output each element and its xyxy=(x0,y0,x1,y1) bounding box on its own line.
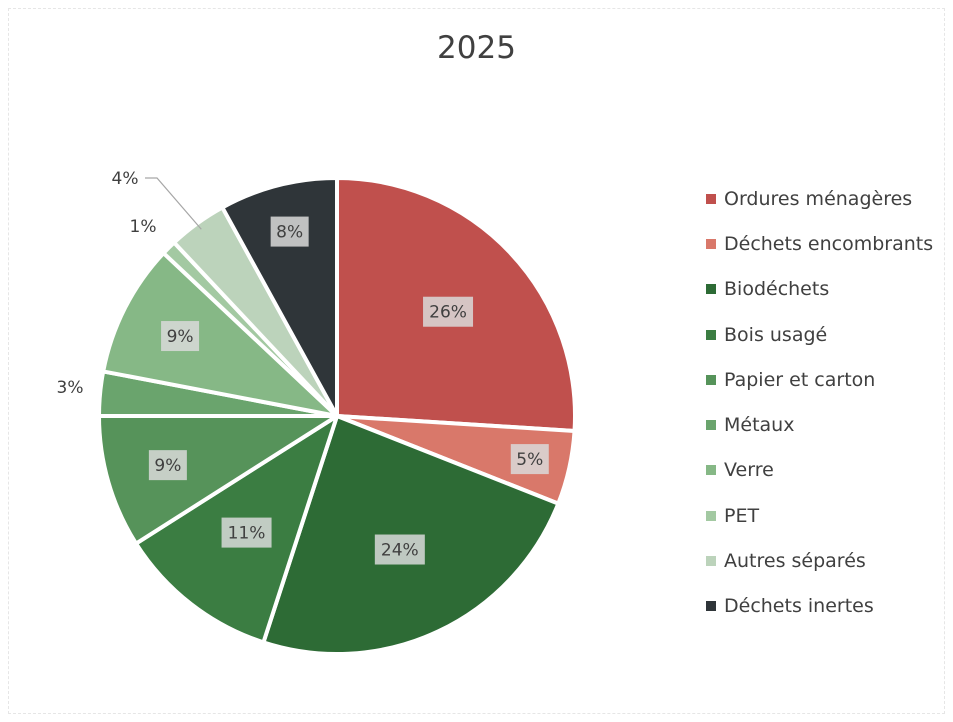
data-label-box-3 xyxy=(374,534,425,565)
data-label-box-5 xyxy=(148,450,187,481)
legend-item: PET xyxy=(706,493,933,538)
legend-item: Biodéchets xyxy=(706,267,933,312)
legend-swatch xyxy=(706,556,716,567)
data-label-box-7 xyxy=(161,321,200,352)
legend-label: PET xyxy=(724,504,760,527)
data-label-box-2 xyxy=(510,444,549,475)
data-label-box-1 xyxy=(423,296,474,327)
chart-title: 2025 xyxy=(437,30,516,66)
data-label-1: 26% xyxy=(429,303,467,323)
legend-label: Métaux xyxy=(724,414,795,437)
legend-item: Bois usagé xyxy=(706,312,933,357)
chart-frame xyxy=(8,8,945,714)
legend-item: Déchets encombrants xyxy=(706,221,933,266)
legend-label: Ordures ménagères xyxy=(724,187,913,210)
legend-label: Déchets encombrants xyxy=(724,232,934,255)
legend-label: Autres séparés xyxy=(724,550,866,573)
legend-label: Papier et carton xyxy=(724,368,876,391)
legend-swatch xyxy=(706,284,716,295)
legend-label: Biodéchets xyxy=(724,278,830,301)
data-label-8: 1% xyxy=(130,217,157,237)
legend-label: Bois usagé xyxy=(724,323,828,346)
data-label-5: 9% xyxy=(154,456,181,476)
legend-swatch xyxy=(706,193,716,204)
legend-swatch xyxy=(706,374,716,385)
pie-slice-7 xyxy=(101,251,339,418)
data-label-10: 8% xyxy=(276,223,303,243)
data-label-box-4 xyxy=(221,517,272,548)
legend-swatch xyxy=(706,510,716,521)
legend-swatch xyxy=(706,420,716,431)
data-label-2: 5% xyxy=(516,450,543,470)
legend-swatch xyxy=(706,329,716,340)
legend-item: Métaux xyxy=(706,402,933,447)
legend-swatch xyxy=(706,601,716,612)
data-label-7: 9% xyxy=(167,327,194,347)
legend-item: Déchets inertes xyxy=(706,584,933,629)
leader-line-9 xyxy=(145,177,202,230)
legend-swatch xyxy=(706,238,716,249)
pie-slice-5 xyxy=(97,414,339,546)
legend-item: Autres séparés xyxy=(706,538,933,583)
legend-item: Ordures ménagères xyxy=(706,176,933,221)
data-label-6: 3% xyxy=(57,378,84,398)
data-label-box-10 xyxy=(270,216,309,247)
data-label-9: 4% xyxy=(112,169,139,189)
legend-swatch xyxy=(706,465,716,476)
legend-item: Verre xyxy=(706,448,933,493)
data-label-3: 24% xyxy=(381,541,419,561)
data-label-4: 11% xyxy=(228,524,266,544)
legend-label: Verre xyxy=(724,459,774,482)
chart-legend: Ordures ménagères Déchets encombrants Biod… xyxy=(706,176,933,629)
legend-label: Déchets inertes xyxy=(724,595,874,618)
legend-item: Papier et carton xyxy=(706,357,933,402)
